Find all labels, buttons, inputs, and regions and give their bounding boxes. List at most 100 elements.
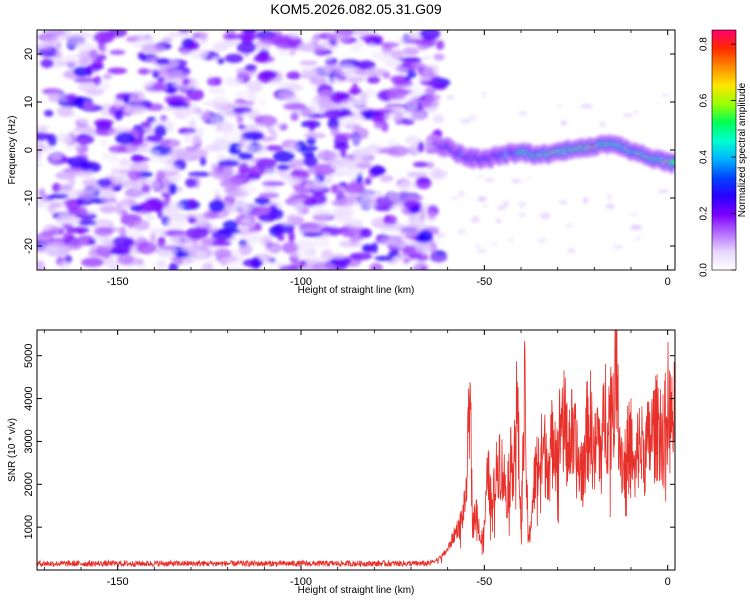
spectrogram-cell <box>415 235 431 243</box>
spectrogram-cell <box>353 198 378 210</box>
spectrogram-cell <box>331 253 346 260</box>
spectrogram-cell <box>216 40 228 52</box>
spectrogram-cell <box>206 77 222 87</box>
spectrogram-cell <box>216 153 227 161</box>
spectrogram-cell <box>326 34 350 42</box>
spectrogram-cell <box>146 213 155 222</box>
spectrogram-cell <box>312 33 320 44</box>
spectrogram-cell <box>409 205 421 214</box>
spectrogram-cell <box>467 115 477 121</box>
spectrogram-cell <box>150 232 156 245</box>
spectrogram-cell <box>99 139 108 147</box>
spectrogram-cell <box>115 132 135 145</box>
spectrogram-cell <box>222 33 238 40</box>
spectrogram-cell <box>379 223 397 229</box>
spectrogram-cell <box>82 178 100 188</box>
spectrogram-cell <box>59 56 67 68</box>
spectrogram-x-label: Height of straight line (km) <box>298 285 415 296</box>
spectrogram-cell <box>339 149 347 158</box>
spectrogram-cell <box>97 178 112 188</box>
spectrogram-cell <box>277 234 285 242</box>
spectrogram-cell <box>485 178 495 182</box>
spectrogram-cell <box>78 118 91 125</box>
spectrogram-cell <box>228 190 249 198</box>
spectrogram-cell <box>632 110 640 115</box>
spectrogram-cell <box>66 36 87 47</box>
spectrogram-cell <box>353 30 370 35</box>
spectrogram-cell <box>360 189 383 198</box>
spectrogram-cell <box>236 41 257 54</box>
spectrogram-cell <box>660 93 670 97</box>
spectrogram-cell <box>254 222 263 232</box>
spectrogram-cell <box>517 212 527 218</box>
spectrogram-cell <box>242 111 260 117</box>
snr-frame <box>36 329 676 571</box>
spectrogram-cell <box>68 207 88 216</box>
spectrogram-cell <box>59 261 70 269</box>
spectrogram-cell <box>40 230 56 237</box>
spectrogram-cell <box>336 117 346 130</box>
spectrogram-cell <box>364 177 372 186</box>
spectrogram-cell <box>379 174 394 182</box>
spectrogram-cell <box>102 73 112 80</box>
spectrogram-cell <box>68 174 76 187</box>
spectrogram-cell <box>372 116 384 125</box>
spectrogram-cell <box>417 98 440 108</box>
spectrogram-cell <box>317 97 331 108</box>
spectrogram-cell <box>210 166 232 180</box>
spectrogram-cell <box>72 142 82 150</box>
spectrogram-cell <box>55 46 62 57</box>
spectrogram-cell <box>109 49 126 55</box>
spectrogram-cell <box>188 41 200 51</box>
spectrogram-cell <box>37 123 50 132</box>
spectrogram-cell <box>605 203 615 210</box>
spectrogram-cell <box>503 200 509 207</box>
spectrogram-cell <box>136 242 157 255</box>
spectrogram-cell <box>517 111 528 115</box>
spectrogram-cell <box>490 242 498 246</box>
spectrogram-cell <box>163 195 171 204</box>
spectrogram-cell <box>130 90 146 103</box>
spectrogram-cell <box>404 76 412 81</box>
spectrogram-cell <box>199 156 207 166</box>
spectrogram-cell <box>612 245 624 249</box>
spectrogram-cell <box>37 141 46 154</box>
spectrogram-cell <box>40 58 54 69</box>
spectrogram-cell <box>140 184 151 194</box>
spectrogram-cell <box>37 260 45 270</box>
x-tick-label: -50 <box>476 576 492 588</box>
spectrogram-cell <box>182 78 190 85</box>
spectrogram-cell <box>126 170 143 181</box>
spectrogram-cell <box>510 178 522 183</box>
spectrogram-cell <box>276 164 290 171</box>
spectrogram-cell <box>258 192 280 199</box>
spectrogram-cell <box>237 124 246 130</box>
spectrogram-cell <box>239 135 246 147</box>
spectrogram-cell <box>281 241 300 254</box>
spectrogram-cell <box>370 165 385 177</box>
figure-title: KOM5.2026.082.05.31.G09 <box>270 1 441 17</box>
spectrogram-cell <box>254 116 265 124</box>
spectrogram-cell <box>286 71 302 80</box>
spectrogram-cell <box>425 94 441 101</box>
spectrogram-cell <box>287 142 300 153</box>
spectrogram-cell <box>364 68 388 75</box>
spectrogram-cell <box>188 198 197 208</box>
spectrogram-cell <box>288 30 302 39</box>
spectrogram-cell <box>303 154 318 168</box>
spectrogram-cell <box>458 190 465 197</box>
spectrogram-cell <box>538 238 547 243</box>
spectrogram-cell <box>273 150 295 163</box>
spectrogram-cell <box>95 246 111 257</box>
spectrogram-cell <box>112 236 135 247</box>
spectrogram-cell <box>93 118 114 127</box>
spectrogram-cell <box>234 90 253 98</box>
spectrogram-cell <box>260 43 272 51</box>
spectrogram-cell <box>187 217 197 224</box>
snr-panel: -150 -100 -50 0 1000 2000 3000 4000 5000 Height… <box>7 329 676 596</box>
spectrogram-cell <box>56 106 74 117</box>
spectrogram-cell <box>167 101 189 109</box>
spectrogram-cell <box>140 36 156 43</box>
spectrogram-cell <box>157 236 166 249</box>
spectrogram-cell <box>418 66 434 78</box>
